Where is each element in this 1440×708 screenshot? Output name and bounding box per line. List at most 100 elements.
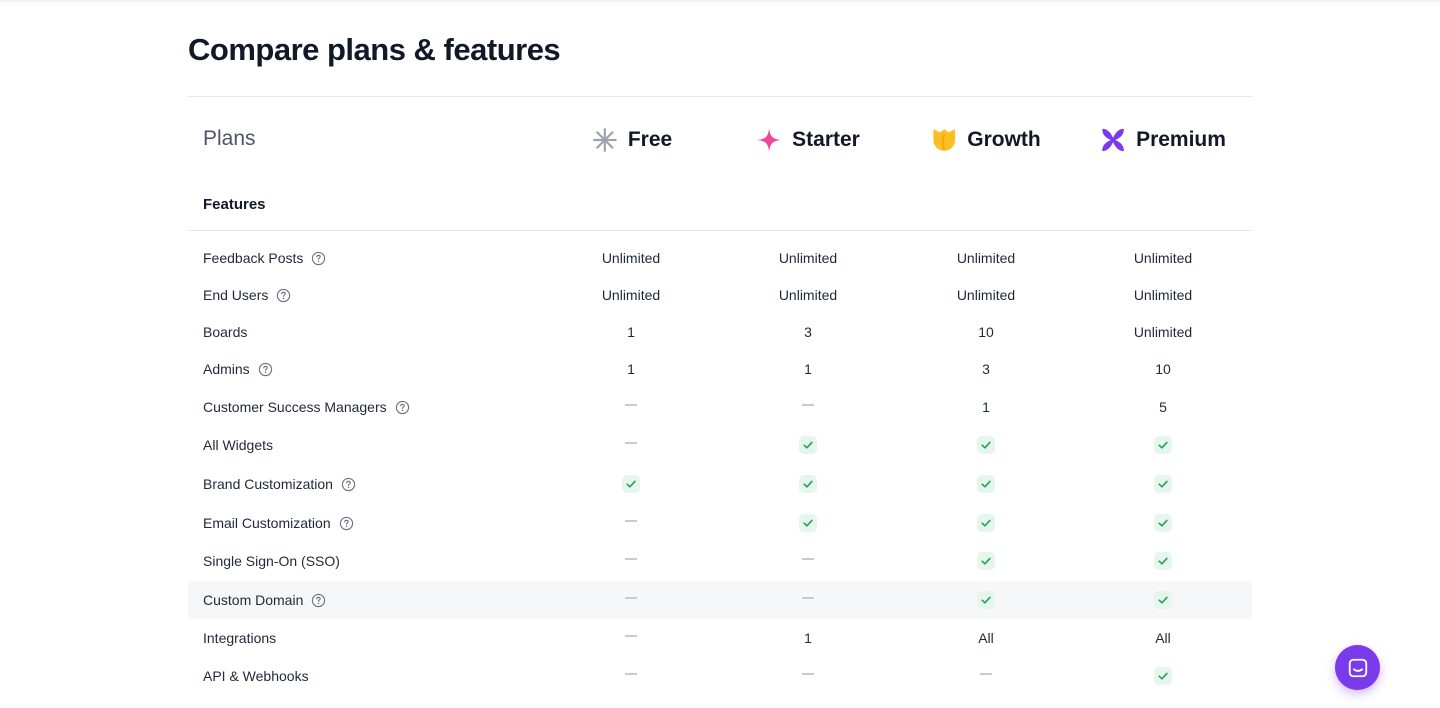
plan-header-free: Free <box>592 124 672 156</box>
not-included-cell <box>738 657 878 695</box>
feature-boards: Boards <box>203 313 247 351</box>
help-icon[interactable] <box>276 288 291 303</box>
value-cell: 5 <box>1093 388 1233 426</box>
not-included-cell <box>561 657 701 695</box>
value-cell: 3 <box>916 350 1056 388</box>
check-icon <box>799 436 817 454</box>
feature-label: End Users <box>203 287 269 303</box>
dash-icon <box>625 442 637 444</box>
features-label: Features <box>203 196 266 213</box>
value-cell: 1 <box>561 350 701 388</box>
dash-icon <box>980 673 992 675</box>
check-icon <box>799 514 817 532</box>
feature-label: Single Sign-On (SSO) <box>203 553 340 569</box>
dash-icon <box>625 635 637 637</box>
value-cell: Unlimited <box>561 276 701 314</box>
check-icon <box>1154 591 1172 609</box>
included-cell <box>1093 542 1233 580</box>
value-cell: Unlimited <box>1093 239 1233 277</box>
not-included-cell <box>561 388 701 426</box>
cell-value: Unlimited <box>601 250 661 266</box>
dash-icon <box>625 558 637 560</box>
not-included-cell <box>561 619 701 657</box>
value-cell: 10 <box>1093 350 1233 388</box>
table-row: Brand Customization <box>188 465 1252 503</box>
help-icon[interactable] <box>339 516 354 531</box>
check-icon <box>977 514 995 532</box>
included-cell <box>916 465 1056 503</box>
value-cell: Unlimited <box>1093 313 1233 351</box>
cell-value: 1 <box>627 324 635 340</box>
help-icon[interactable] <box>258 362 273 377</box>
feature-label: Feedback Posts <box>203 250 304 266</box>
plan-header-growth: Growth <box>931 124 1041 156</box>
not-included-cell <box>916 657 1056 695</box>
included-cell <box>561 465 701 503</box>
included-cell <box>916 504 1056 542</box>
dash-icon <box>625 520 637 522</box>
table-row: Integrations 1 All All <box>188 619 1252 657</box>
value-cell: 3 <box>738 313 878 351</box>
feature-label: Customer Success Managers <box>203 399 387 415</box>
divider <box>188 96 1252 97</box>
cell-value: All <box>978 630 994 646</box>
check-icon <box>1154 514 1172 532</box>
cell-value: Unlimited <box>956 250 1016 266</box>
help-icon[interactable] <box>341 477 356 492</box>
help-icon[interactable] <box>311 593 326 608</box>
sparkle-icon <box>756 127 782 153</box>
dash-icon <box>625 597 637 599</box>
dash-icon <box>802 558 814 560</box>
feature-label: Integrations <box>203 630 277 646</box>
check-icon <box>799 475 817 493</box>
included-cell <box>738 465 878 503</box>
page-title: Compare plans & features <box>188 32 561 67</box>
check-icon <box>977 591 995 609</box>
cell-value: Unlimited <box>1133 250 1193 266</box>
feature-all-widgets: All Widgets <box>203 426 273 464</box>
feature-custom-domain: Custom Domain <box>203 581 326 619</box>
value-cell: All <box>916 619 1056 657</box>
help-icon[interactable] <box>311 251 326 266</box>
tulip-icon <box>931 127 957 153</box>
plan-name: Growth <box>967 128 1041 151</box>
dash-icon <box>802 597 814 599</box>
cell-value: Unlimited <box>1133 324 1193 340</box>
help-icon[interactable] <box>395 400 410 415</box>
plans-label: Plans <box>203 127 256 150</box>
chat-icon <box>1347 657 1369 679</box>
table-row: Single Sign-On (SSO) <box>188 542 1252 580</box>
plan-name: Free <box>627 128 673 151</box>
check-icon <box>1154 436 1172 454</box>
value-cell: 1 <box>738 350 878 388</box>
not-included-cell <box>561 542 701 580</box>
plan-header-starter: Starter <box>756 124 860 156</box>
included-cell <box>738 426 878 464</box>
asterisk-icon <box>592 127 618 153</box>
included-cell <box>1093 465 1233 503</box>
chat-button[interactable] <box>1335 645 1380 690</box>
feature-customer-success-managers: Customer Success Managers <box>203 388 410 426</box>
table-row: Email Customization <box>188 504 1252 542</box>
included-cell <box>738 504 878 542</box>
cell-value: 1 <box>627 361 635 377</box>
top-shadow <box>0 0 1440 4</box>
check-icon <box>1154 667 1172 685</box>
cell-value: Unlimited <box>778 250 838 266</box>
feature-label: API & Webhooks <box>203 668 309 684</box>
feature-label: Boards <box>203 324 248 340</box>
dash-icon <box>625 404 637 406</box>
feature-single-sign-on-sso: Single Sign-On (SSO) <box>203 542 340 580</box>
table-row: All Widgets <box>188 426 1252 464</box>
table-row: Customer Success Managers 1 5 <box>188 388 1252 426</box>
feature-label: Admins <box>203 361 250 377</box>
table-row: Feedback Posts Unlimited Unlimited Unlimit… <box>188 239 1252 277</box>
included-cell <box>1093 426 1233 464</box>
cell-value: 1 <box>982 399 990 415</box>
check-icon <box>1154 475 1172 493</box>
value-cell: 1 <box>916 388 1056 426</box>
cell-value: 1 <box>804 630 812 646</box>
value-cell: Unlimited <box>561 239 701 277</box>
cell-value: 3 <box>804 324 812 340</box>
included-cell <box>1093 504 1233 542</box>
